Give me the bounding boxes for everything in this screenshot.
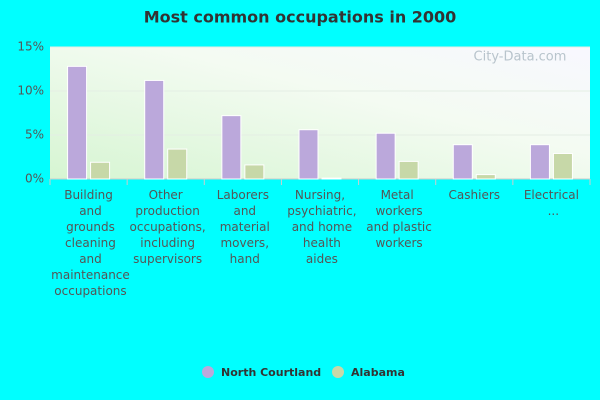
x-tick-label-line: and	[75, 204, 101, 218]
x-tick-label-line: health	[299, 236, 341, 250]
x-tick-label-line: maintenance	[47, 268, 129, 282]
x-tick-label-line: workers	[372, 236, 423, 250]
x-tick-label-line: occupations	[50, 284, 126, 298]
x-tick-label-line: Other	[149, 188, 183, 202]
bar	[475, 174, 496, 180]
x-tick-label-line: material	[216, 220, 270, 234]
x-tick-label-line: Laborers	[217, 188, 269, 202]
x-tick-label-line: Cashiers	[449, 188, 501, 202]
plot-area	[50, 47, 590, 179]
x-tick-label-line: hand	[226, 252, 260, 266]
bar	[321, 177, 342, 180]
x-tick-label-line: supervisors	[129, 252, 202, 266]
y-tick-label: 0%	[25, 172, 44, 186]
x-tick-label-line: and	[75, 252, 101, 266]
x-tick-label-line: and plastic	[362, 220, 431, 234]
x-tick-label-line: and home	[288, 220, 352, 234]
bar	[244, 164, 265, 180]
bar	[398, 160, 419, 180]
x-tick-label-line: occupations,	[126, 220, 206, 234]
legend-label: North Courtland	[221, 366, 321, 379]
bar	[144, 79, 165, 180]
x-tick-label: Nursing, psychiatric, and home health ai…	[283, 188, 356, 266]
x-tick-label-line: movers,	[217, 236, 269, 250]
x-tick-label: Other production occupations, including …	[126, 188, 206, 266]
bar	[375, 132, 396, 180]
x-tick-label-line: aides	[302, 252, 338, 266]
y-tick-label: 10%	[17, 84, 44, 98]
x-tick-label: Building and grounds cleaning and mainte…	[47, 188, 129, 298]
bar	[167, 148, 188, 180]
x-tick-label-line: ...	[544, 204, 559, 218]
bar	[529, 144, 550, 180]
chart-title: Most common occupations in 2000	[144, 8, 457, 27]
x-tick-label-line: workers	[372, 204, 423, 218]
x-tick-label-line: Metal	[381, 188, 414, 202]
legend-label: Alabama	[351, 366, 405, 379]
bar	[221, 115, 242, 180]
bar	[298, 129, 319, 180]
x-tick-label-line: psychiatric,	[283, 204, 356, 218]
x-tick-label-line: Electrical	[524, 188, 579, 202]
x-tick-label-line: production	[132, 204, 200, 218]
x-tick-label-line: including	[136, 236, 194, 250]
x-tick-label: Laborers and material movers, hand	[216, 188, 270, 266]
x-tick-label: Electrical ...	[524, 188, 579, 218]
x-tick-label-line: and	[230, 204, 256, 218]
legend-marker	[332, 366, 344, 378]
bar	[452, 144, 473, 180]
x-tick-label-line: cleaning	[61, 236, 116, 250]
x-tick-label-line: grounds	[62, 220, 115, 234]
bar	[90, 161, 111, 180]
x-tick-label: Metal workers and plastic workers	[362, 188, 431, 250]
watermark: City-Data.com	[474, 50, 567, 65]
x-tick-label: Cashiers	[449, 188, 501, 202]
x-tick-label-line: Nursing,	[295, 188, 345, 202]
y-tick-label: 15%	[17, 40, 44, 54]
bar	[67, 65, 88, 180]
x-tick-label-line: Building	[64, 188, 113, 202]
y-tick-label: 5%	[25, 128, 44, 142]
bar	[552, 152, 573, 180]
legend-marker	[202, 366, 214, 378]
